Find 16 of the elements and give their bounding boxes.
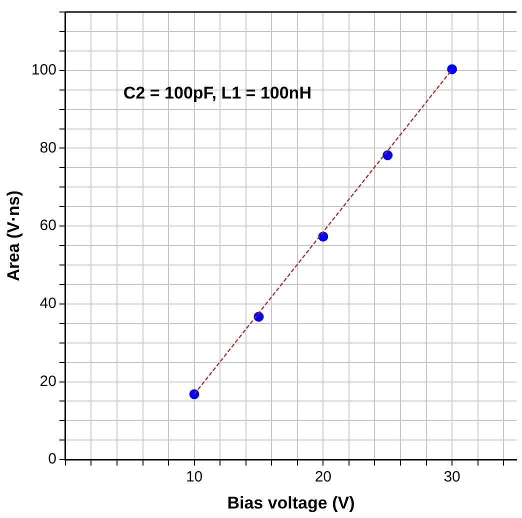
x-tick-label: 10 <box>186 468 203 486</box>
point <box>189 389 200 400</box>
y-tick-label: 40 <box>40 295 56 312</box>
x-axis-title: Bias voltage (V) <box>227 493 355 512</box>
y-tick-label: 100 <box>31 62 56 79</box>
y-tick-label: 60 <box>40 217 56 234</box>
x-tick-label: 30 <box>444 468 460 486</box>
point <box>447 64 458 74</box>
y-tick-label: 0 <box>48 450 56 468</box>
point <box>318 232 328 242</box>
y-tick-label: 80 <box>40 139 56 156</box>
point <box>382 150 393 160</box>
y-axis-title: Area (V·ns) <box>4 190 23 282</box>
y-tick-label: 20 <box>40 372 56 390</box>
annotation: C2 = 100pF, L1 = 100nH <box>123 84 312 103</box>
x-tick-label: 20 <box>314 468 332 486</box>
